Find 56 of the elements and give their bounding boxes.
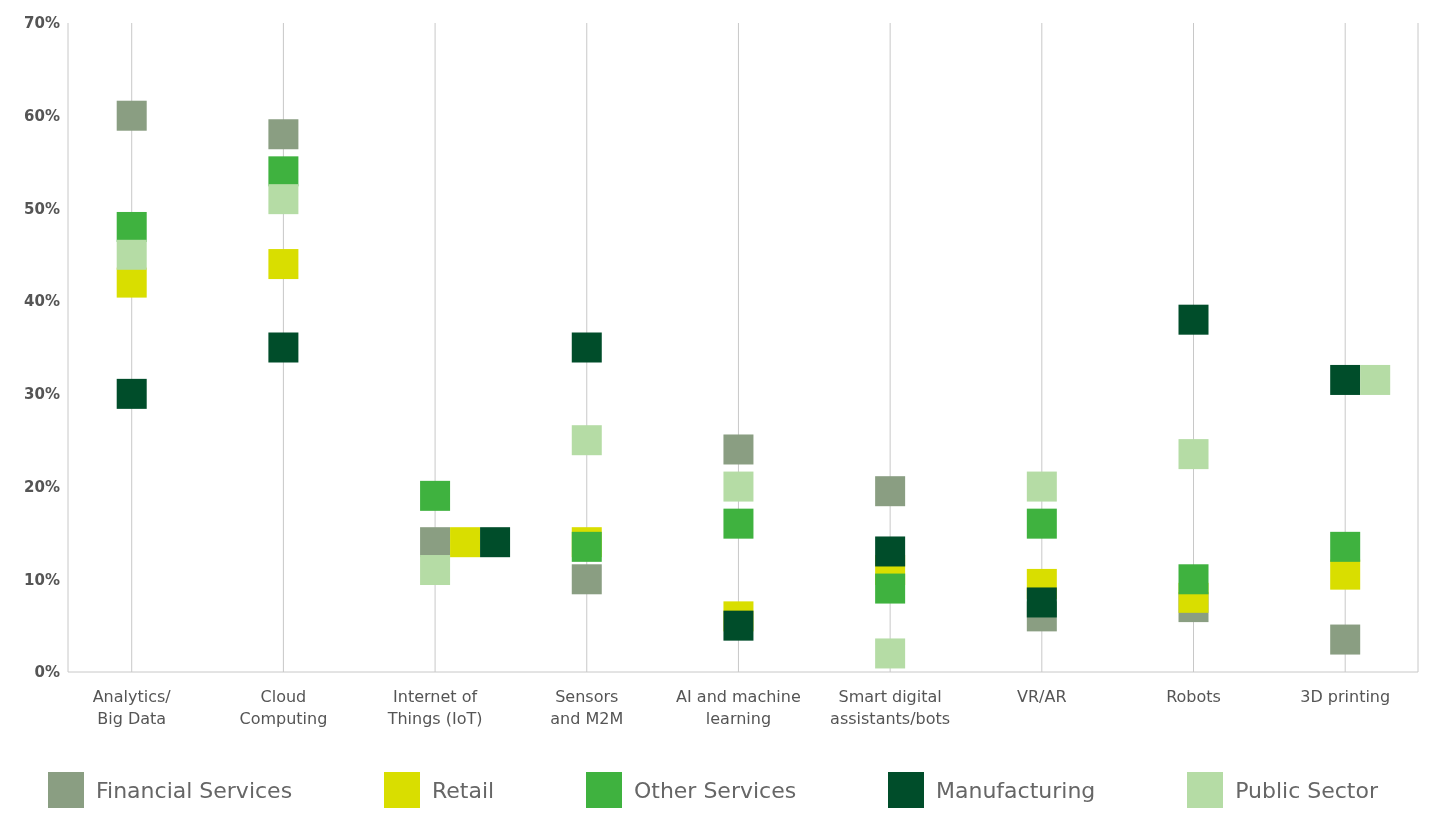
point	[268, 249, 299, 280]
x-tick-label: AI and machine learning	[676, 687, 801, 728]
x-tick-label: Cloud Computing	[239, 687, 328, 728]
point	[571, 564, 602, 595]
point	[875, 476, 906, 507]
y-tick-label: 30%	[24, 385, 60, 404]
y-tick-label: 10%	[24, 570, 60, 589]
x-tick-label: 3D printing	[1300, 687, 1391, 706]
point	[875, 638, 906, 669]
point	[723, 508, 754, 539]
point	[268, 184, 299, 215]
point	[1026, 587, 1057, 618]
point	[116, 267, 147, 298]
legend-label: Public Sector	[1235, 777, 1378, 803]
x-tick-label: VR/AR	[1017, 687, 1067, 706]
point	[571, 332, 602, 363]
point	[420, 480, 451, 511]
point	[1178, 304, 1209, 335]
x-tick-label: Smart digital assistants/bots	[830, 687, 951, 728]
point	[1330, 531, 1361, 562]
x-tick-label: Analytics/ Big Data	[92, 687, 172, 728]
point	[268, 156, 299, 187]
point	[420, 555, 451, 586]
x-tick-label: Robots	[1166, 687, 1221, 706]
point	[268, 119, 299, 150]
point	[1178, 564, 1209, 595]
point	[1178, 439, 1209, 470]
y-tick-label: 70%	[24, 14, 60, 33]
y-tick-label: 0%	[34, 663, 60, 682]
point	[723, 610, 754, 641]
point	[875, 536, 906, 567]
legend-label: Other Services	[633, 777, 797, 803]
legend-label: Financial Services	[96, 777, 293, 803]
point	[1026, 471, 1057, 502]
point	[116, 211, 147, 242]
point	[723, 471, 754, 502]
point	[1330, 624, 1361, 655]
y-tick-label: 50%	[24, 199, 60, 218]
point	[116, 239, 147, 270]
legend-label: Retail	[431, 777, 495, 803]
point	[1026, 508, 1057, 539]
x-tick-label: Internet of Things (IoT)	[386, 687, 483, 728]
y-tick-label: 60%	[24, 107, 60, 126]
point	[116, 100, 147, 131]
point	[420, 527, 451, 558]
point	[268, 332, 299, 363]
y-tick-label: 20%	[24, 477, 60, 496]
point	[1330, 364, 1361, 395]
point	[875, 573, 906, 604]
point	[1330, 559, 1361, 590]
point	[116, 378, 147, 409]
legend-label: Manufacturing	[936, 777, 1096, 803]
x-tick-label: Sensors and M2M	[550, 687, 624, 728]
y-tick-label: 40%	[24, 292, 60, 311]
point	[571, 425, 602, 456]
point	[723, 434, 754, 465]
